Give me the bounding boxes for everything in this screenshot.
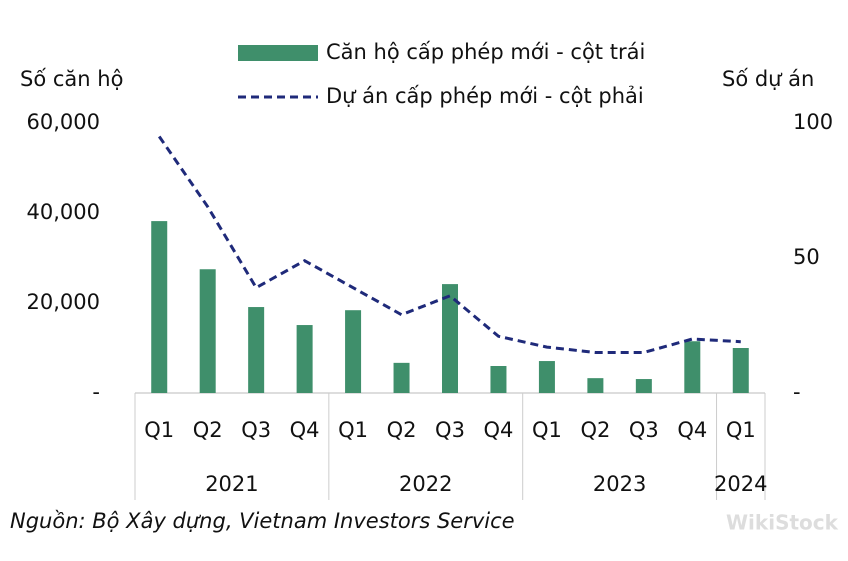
bar	[199, 269, 216, 393]
bar	[296, 325, 313, 393]
x-tick-label: Q2	[193, 418, 223, 442]
bar	[345, 310, 362, 393]
x-tick-label: Q1	[144, 418, 174, 442]
y2-tick-label: 100	[793, 110, 833, 134]
y2-tick-label: 50	[793, 245, 820, 269]
x-tick-label: Q4	[290, 418, 320, 442]
y-tick-label: 40,000	[27, 200, 100, 224]
y2-tick-label: -	[793, 380, 801, 404]
watermark: WikiStock	[726, 511, 839, 535]
x-tick-label: Q3	[629, 418, 659, 442]
bar	[538, 361, 555, 393]
x-tick-label: Q1	[338, 418, 368, 442]
bar	[684, 341, 701, 393]
y-tick-label: 20,000	[27, 290, 100, 314]
bar	[635, 379, 652, 393]
x-tick-label: Q1	[726, 418, 756, 442]
y-axis-title: Số căn hộ	[20, 67, 123, 91]
x-tick-label: Q3	[241, 418, 271, 442]
x-tick-label: Q4	[484, 418, 514, 442]
bar	[732, 348, 749, 393]
legend-label: Căn hộ cấp phép mới - cột trái	[326, 40, 645, 64]
x-tick-label: Q4	[677, 418, 707, 442]
y-tick-label: 60,000	[27, 110, 100, 134]
group-label: 2024	[714, 472, 767, 496]
bar	[442, 284, 458, 393]
x-tick-label: Q3	[435, 418, 465, 442]
x-tick-label: Q1	[532, 418, 562, 442]
y-tick-label: -	[92, 380, 100, 404]
bar	[248, 307, 265, 393]
source-note: Nguồn: Bộ Xây dựng, Vietnam Investors Se…	[10, 509, 515, 533]
legend-swatch	[238, 45, 318, 61]
bar	[393, 362, 410, 393]
bar	[490, 366, 507, 393]
group-label: 2021	[205, 472, 258, 496]
x-tick-label: Q2	[387, 418, 417, 442]
x-tick-label: Q2	[580, 418, 610, 442]
bar	[151, 221, 168, 393]
group-label: 2023	[593, 472, 646, 496]
bar	[587, 378, 604, 393]
legend-label: Dự án cấp phép mới - cột phải	[326, 84, 644, 108]
group-label: 2022	[399, 472, 452, 496]
y2-axis-title: Số dự án	[722, 67, 814, 91]
